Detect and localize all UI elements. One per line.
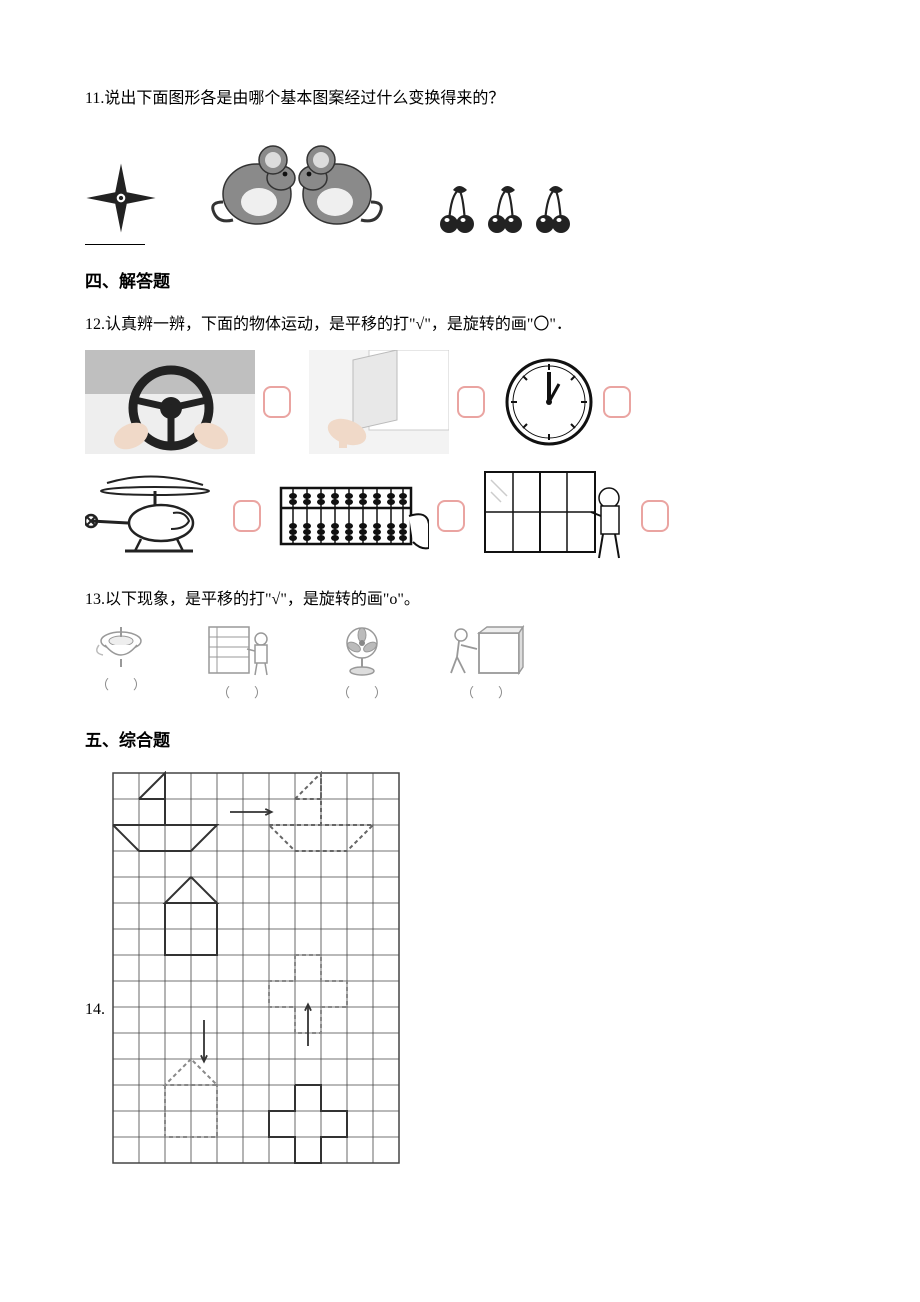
q12-item-clock (503, 356, 631, 448)
answer-paren[interactable]: （） (337, 681, 387, 704)
question-13: 13.以下现象，是平移的打"√"，是旋转的画"o"。 （） (85, 586, 835, 704)
q13-item-pushbox: （） (447, 625, 525, 704)
sliding-window-icon (483, 468, 633, 564)
q12-row-1 (85, 350, 835, 454)
q12-item-abacus (279, 480, 465, 552)
q12-number: 12. (85, 316, 105, 333)
four-point-star-icon (85, 162, 157, 234)
question-11: 11.说出下面图形各是由哪个基本图案经过什么变换得来的？ (85, 85, 835, 245)
push-box-icon (447, 625, 525, 677)
q12-text: 12.认真辨一辨，下面的物体运动，是平移的打"√"，是旋转的画"〇"． (85, 311, 835, 340)
clock-icon (503, 356, 595, 448)
q13-images: （） （） (95, 625, 835, 704)
q12-item-helicopter (85, 473, 261, 559)
q13-item-door: （） (207, 625, 277, 704)
q11-images (85, 124, 835, 234)
question-12: 12.认真辨一辨，下面的物体运动，是平移的打"√"，是旋转的画"〇"． (85, 311, 835, 564)
answer-paren[interactable]: （） (96, 673, 146, 696)
drawer-icon (309, 350, 449, 454)
q12-item-steering-wheel (85, 350, 291, 454)
helicopter-icon (85, 473, 225, 559)
q13-item-top: （） (95, 625, 147, 704)
steering-wheel-icon (85, 350, 255, 454)
q13-text: 13.以下现象，是平移的打"√"，是旋转的画"o"。 (85, 586, 835, 615)
q11-text: 11.说出下面图形各是由哪个基本图案经过什么变换得来的？ (85, 85, 835, 114)
q13-number: 13. (85, 591, 105, 608)
q12-row-2 (85, 468, 835, 564)
answer-box[interactable] (603, 386, 631, 418)
abacus-icon (279, 480, 429, 552)
q14-grid-figure (111, 771, 401, 1165)
spinning-top-icon (95, 625, 147, 669)
question-14: 14. (85, 771, 835, 1165)
answer-box[interactable] (233, 500, 261, 532)
q14-number: 14. (85, 996, 105, 1025)
section-5-title: 五、综合题 (85, 726, 835, 757)
answer-box[interactable] (641, 500, 669, 532)
sliding-door-icon (207, 625, 277, 677)
q11-number: 11. (85, 90, 104, 107)
mirrored-mice-icon (197, 124, 397, 234)
repeated-cherries-icon (437, 186, 582, 234)
answer-line (85, 244, 145, 245)
section-4-title: 四、解答题 (85, 267, 835, 298)
answer-paren[interactable]: （） (217, 681, 267, 704)
answer-box[interactable] (457, 386, 485, 418)
q13-item-fan: （） (337, 625, 387, 704)
answer-paren[interactable]: （） (461, 681, 511, 704)
answer-box[interactable] (263, 386, 291, 418)
q12-item-sliding-window (483, 468, 669, 564)
answer-box[interactable] (437, 500, 465, 532)
q12-item-drawer (309, 350, 485, 454)
electric-fan-icon (340, 625, 384, 677)
